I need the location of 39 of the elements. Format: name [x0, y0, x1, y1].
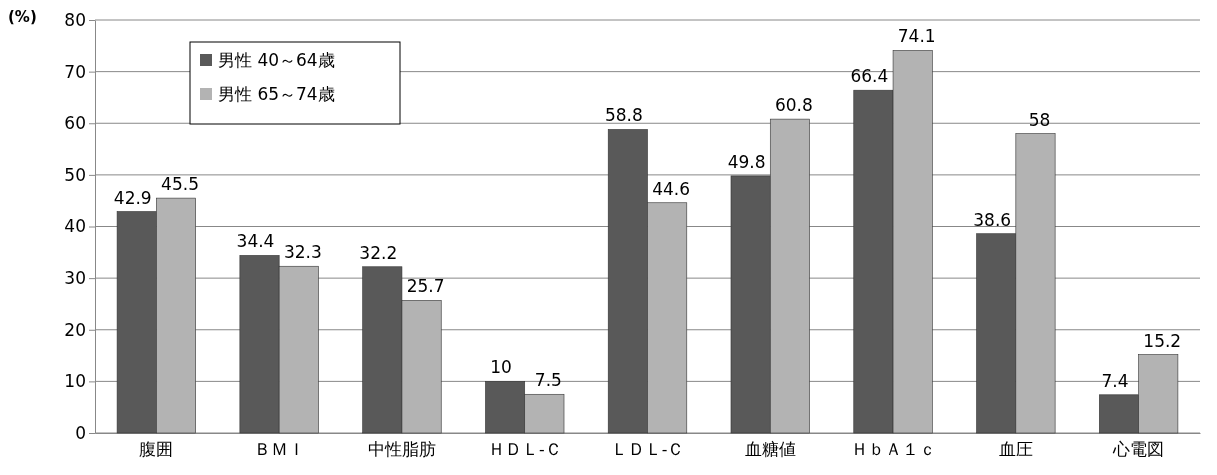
legend-label: 男性 40～64歳: [218, 50, 335, 70]
data-label: 58: [1028, 109, 1051, 130]
legend-label: 男性 65～74歳: [218, 84, 335, 104]
data-label: 32.2: [359, 242, 398, 263]
data-label: 15.2: [1143, 330, 1182, 351]
y-tick-label: 80: [64, 9, 86, 30]
y-tick-label: 10: [64, 371, 86, 392]
y-tick-label: 20: [64, 319, 86, 340]
data-label: 60.8: [774, 95, 813, 116]
y-tick-label: 50: [64, 164, 86, 185]
data-label: 42.9: [113, 187, 152, 208]
x-tick-label: ＨＤＬ-Ｃ: [487, 439, 562, 459]
data-label: 38.6: [973, 209, 1012, 230]
data-label: 25.7: [406, 276, 445, 297]
data-label: 58.8: [604, 105, 643, 126]
y-tick-label: 40: [64, 216, 86, 237]
x-tick-label: ＢＭＩ: [253, 439, 305, 459]
y-axis-title: (%): [8, 8, 37, 26]
x-tick-label: ＨｂＡ１ｃ: [850, 439, 936, 459]
y-tick-label: 70: [64, 61, 86, 82]
data-label: 44.6: [652, 178, 691, 199]
x-tick-label: 血糖値: [744, 439, 796, 459]
data-label: 49.8: [727, 151, 766, 172]
data-label: 66.4: [850, 66, 889, 87]
y-tick-label: 30: [64, 268, 86, 289]
x-tick-label: 腹囲: [139, 439, 174, 459]
data-label: 10: [490, 357, 512, 378]
data-label: 74.1: [897, 26, 936, 47]
x-tick-label: 心電図: [1112, 439, 1165, 459]
x-tick-label: 血圧: [998, 439, 1033, 459]
data-label: 45.5: [161, 174, 199, 195]
y-tick-label: 0: [75, 422, 86, 443]
data-label: 34.4: [236, 231, 275, 252]
data-label: 7.5: [534, 370, 562, 391]
data-label: 32.3: [283, 242, 322, 263]
x-tick-label: 中性脂肪: [367, 439, 436, 459]
x-tick-label: ＬＤＬ-Ｃ: [610, 439, 685, 459]
y-tick-label: 60: [64, 113, 86, 134]
data-label: 7.4: [1101, 370, 1129, 391]
